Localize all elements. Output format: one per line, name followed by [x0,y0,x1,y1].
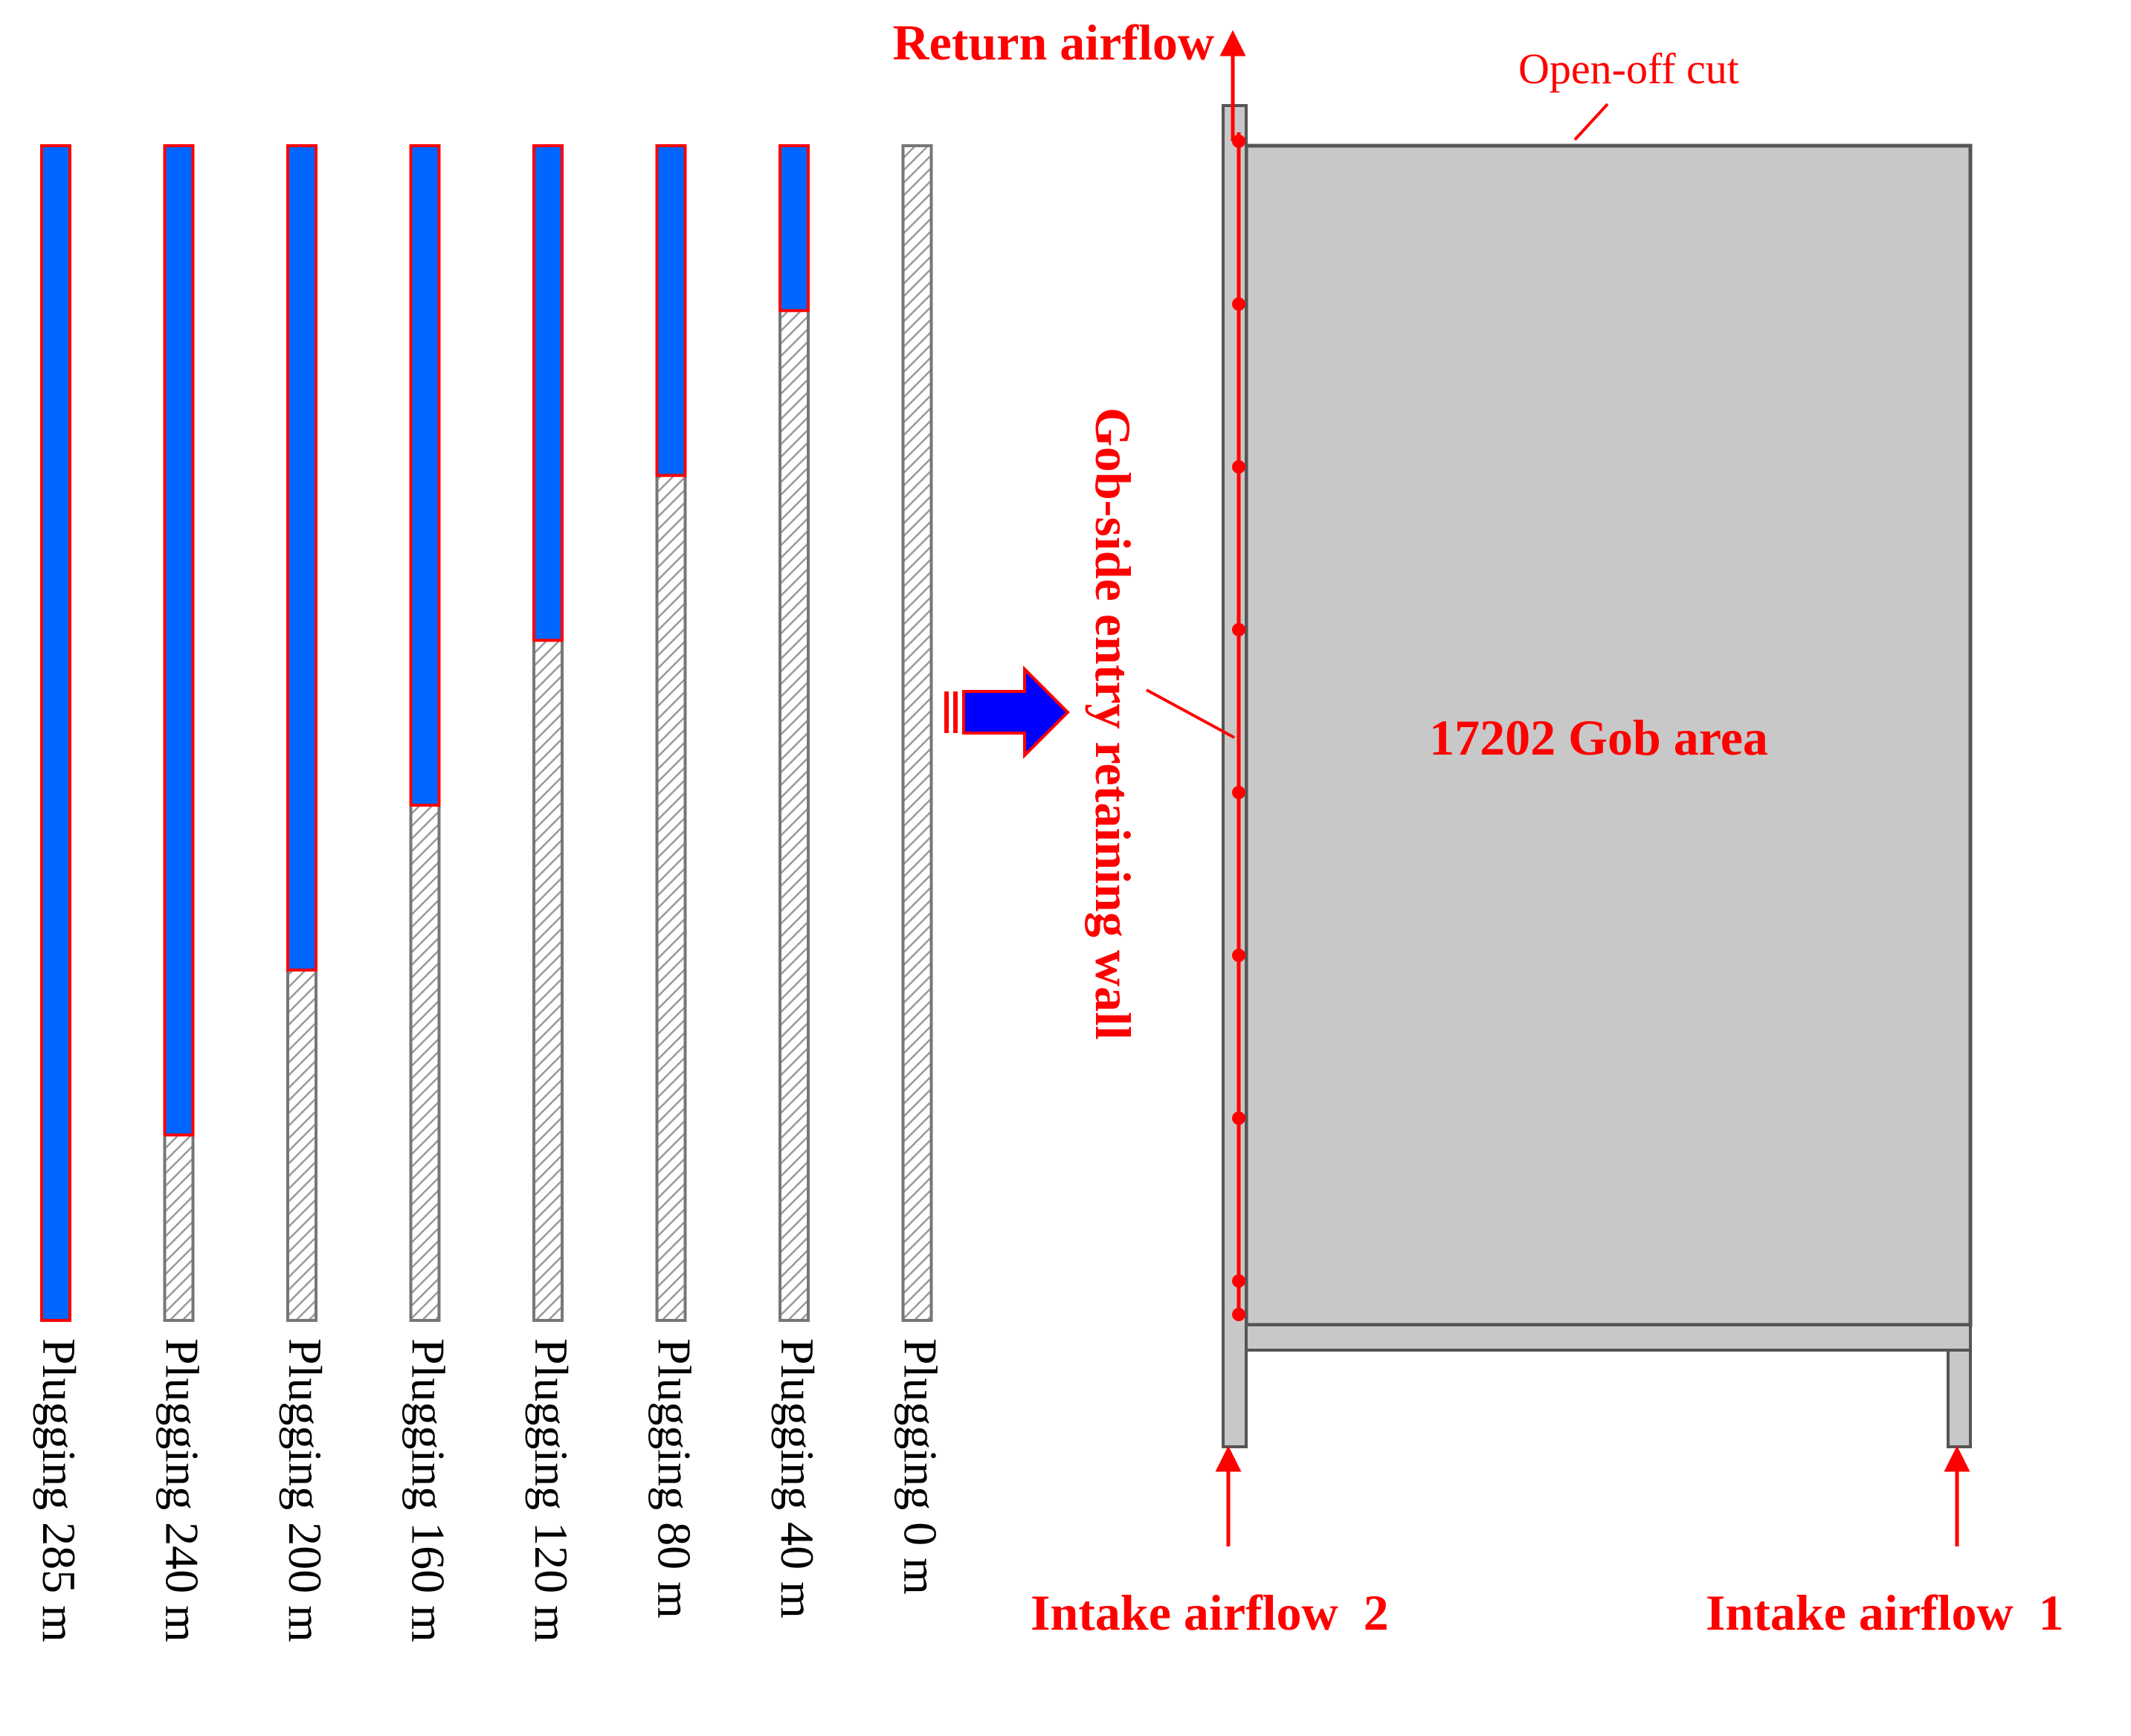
gob-layout [1146,30,1973,1546]
monitoring-point [1232,623,1245,636]
plugging-column: Plugging 200 m [279,144,332,1642]
monitoring-point [1232,297,1245,311]
open-off-cut-leader [1573,103,1609,141]
plugging-column-label: Plugging 285 m [33,1338,86,1642]
intake-airflow-2-label: Intake airflow 2 [1031,1584,1389,1641]
plugging-column: Plugging 285 m [33,144,86,1642]
intake-airflow-1-label: Intake airflow 1 [1706,1584,2064,1641]
monitoring-points [1232,135,1245,1321]
plugged-segment [778,144,810,312]
right-roadway-leg [1947,1349,1972,1448]
plugging-column: Plugging 0 m [894,144,947,1595]
gob-area-label: 17202 Gob area [1429,709,1768,766]
plugging-column-label: Plugging 40 m [771,1338,824,1619]
plugged-segment [286,144,317,972]
plugging-column: Plugging 80 m [648,144,701,1619]
plugging-column: Plugging 240 m [156,144,209,1642]
monitoring-point [1232,949,1245,962]
return-airflow-label: Return airflow [893,14,1214,71]
monitoring-point [1232,1111,1245,1125]
unplugged-segment [901,144,933,1322]
plugging-column-label: Plugging 240 m [156,1338,209,1642]
transition-arrow [944,665,1070,759]
plugging-column: Plugging 160 m [402,144,455,1642]
plugged-segment [532,144,564,642]
gob-side-entry-roadway [1222,104,1248,1448]
gob-side-entry-leader [1146,688,1235,739]
plugging-column-label: Plugging 0 m [894,1338,947,1595]
plugging-column-label: Plugging 80 m [648,1338,701,1619]
plugged-segment [409,144,441,807]
plugged-segment [40,144,71,1322]
plugged-segment [163,144,195,1137]
plugging-column: Plugging 40 m [771,144,824,1619]
open-off-cut-label: Open-off cut [1518,45,1739,93]
monitoring-point [1232,1274,1245,1288]
gob-area [1244,143,1973,1327]
plugging-columns: Plugging 285 m Plugging 240 m Plugging 200… [33,144,947,1642]
gob-side-entry-label: Gob-side entry retaining wall [1085,407,1141,1040]
plugged-segment [655,144,687,477]
monitoring-point [1232,1308,1245,1321]
plugging-column-label: Plugging 120 m [525,1338,578,1642]
monitoring-point [1232,135,1245,148]
plugging-column: Plugging 120 m [525,144,578,1642]
bottom-roadway [1245,1323,1972,1352]
unplugged-segment [778,144,810,1322]
plugging-column-label: Plugging 160 m [402,1338,455,1642]
monitoring-point [1232,786,1245,799]
plugging-column-label: Plugging 200 m [279,1338,332,1642]
monitoring-point [1232,460,1245,474]
